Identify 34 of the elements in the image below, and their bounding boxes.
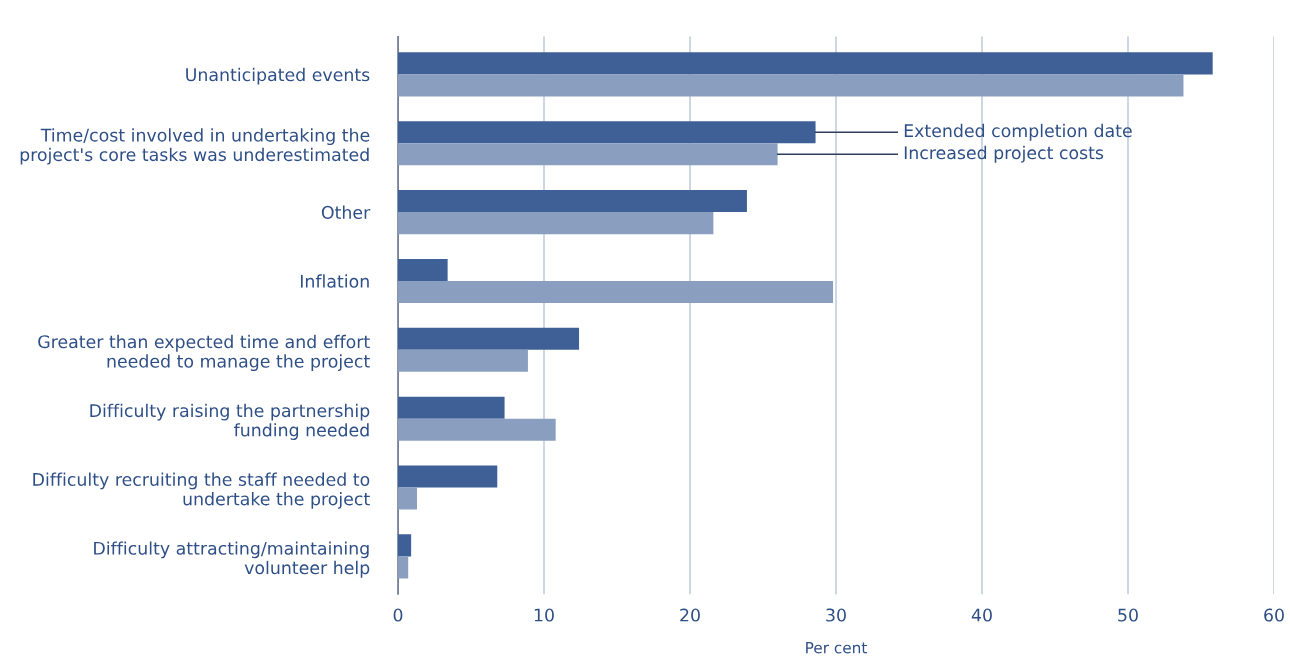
- bar: [398, 327, 580, 350]
- bar: [398, 465, 498, 488]
- x-tick-label: 40: [971, 608, 992, 622]
- y-tick-label: Unanticipated events: [186, 67, 370, 85]
- y-tick-label: Greater than expected time and effort needed to manage the project: [38, 334, 370, 372]
- x-tick-label: 60: [1264, 608, 1284, 622]
- bar: [398, 74, 1184, 97]
- bar: [398, 258, 448, 281]
- x-tick-label: 0: [393, 608, 403, 622]
- y-tick-label: Difficulty recruiting the staff needed to undertake the project: [33, 472, 370, 509]
- bar: [398, 556, 409, 579]
- x-tick-label: 50: [1118, 608, 1138, 622]
- text: Increased project costs: [904, 145, 1104, 163]
- bar: [398, 396, 505, 419]
- bar: [398, 52, 1213, 75]
- bar: [398, 212, 714, 235]
- bar: [398, 143, 778, 166]
- bar: [398, 280, 834, 304]
- bar: [398, 349, 528, 372]
- x-tick-label: 10: [534, 608, 554, 622]
- bar: [398, 534, 412, 557]
- x-tick-label: 20: [680, 608, 700, 622]
- y-tick-label: Difficulty raising the partnership funding needed: [90, 403, 370, 440]
- x-tick-label: 30: [826, 608, 846, 622]
- text: Extended completion date: [904, 123, 1132, 141]
- bar: [398, 418, 556, 441]
- x-axis-title: Per cent: [806, 642, 867, 654]
- y-tick-label: Time/cost involved in undertaking the project's core tasks was underestimated: [20, 128, 370, 165]
- y-tick-label: Other: [321, 205, 371, 219]
- y-tick-label: Inflation: [300, 274, 369, 288]
- y-tick-label: Difficulty attracting/maintaining volunteer help: [94, 541, 370, 578]
- bar: [398, 487, 417, 510]
- bar: [398, 121, 816, 144]
- bar: [398, 190, 747, 213]
